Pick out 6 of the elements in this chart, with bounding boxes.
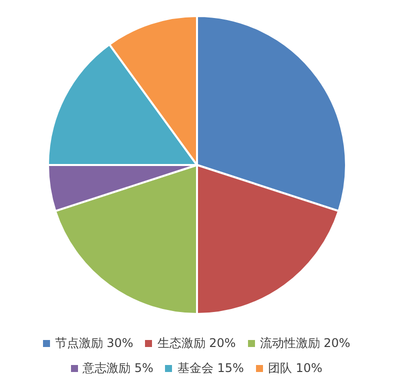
- legend-label: 生态激励 20%: [157, 335, 236, 352]
- legend-label: 基金会 15%: [177, 360, 244, 377]
- legend-label: 流动性激励 20%: [260, 335, 350, 352]
- legend-label: 节点激励 30%: [54, 335, 134, 352]
- legend-label: 团队 10%: [268, 360, 322, 377]
- legend-label: 意志激励 5%: [82, 360, 154, 377]
